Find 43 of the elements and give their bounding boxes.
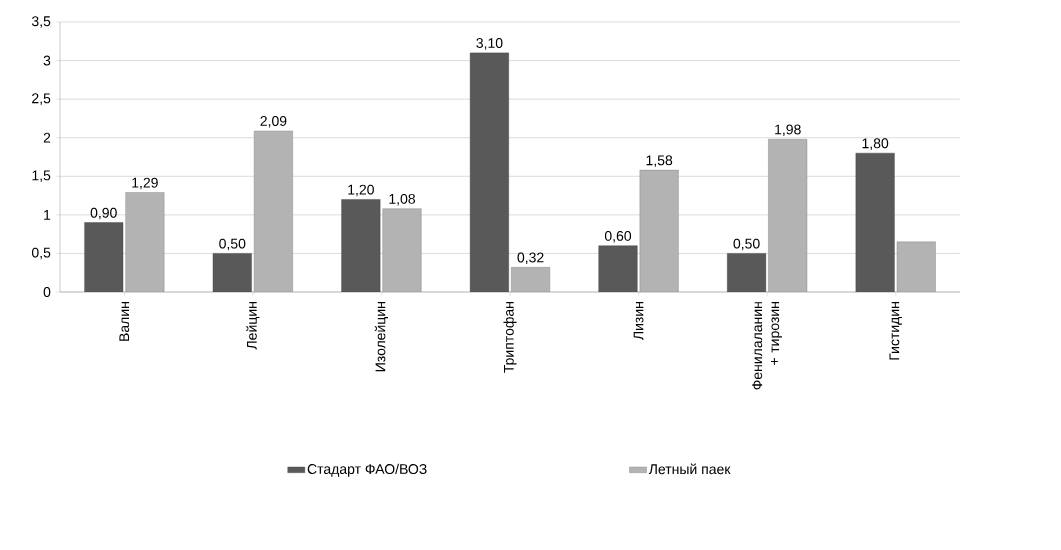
y-tick-label: 1 [44,210,51,220]
legend-label: Летный паек [648,463,731,475]
bar [84,222,124,293]
bar [896,241,936,293]
bar [341,199,381,293]
bar [768,139,808,293]
data-label: 0,50 [733,238,760,251]
data-label: 0,90 [90,207,117,220]
bar [125,192,165,293]
x-tick-label: Фенилаланин + тирозин [752,302,782,390]
y-tick-label: 2,5 [32,93,51,105]
bar [469,52,509,293]
data-label: 1,08 [389,193,416,206]
y-tick-label: 0 [43,287,51,297]
x-tick-label: Гистидин [889,302,902,360]
x-tick-label: Триптофан [503,302,517,373]
bar [855,152,895,293]
bar [212,253,252,293]
bar [382,208,422,293]
data-label: 0,32 [517,252,544,265]
y-tick-label: 1,5 [32,170,51,182]
data-label: 0,50 [219,238,246,251]
legend-label: Стадарт ФАО/ВОЗ [307,463,427,477]
bar [639,169,679,293]
bar [727,253,767,293]
y-tick-label: 2 [43,132,51,143]
x-tick-label: Изолейцин [374,302,389,372]
data-label: 1,29 [132,177,158,190]
data-label: 2,09 [260,116,287,128]
data-label: 1,80 [862,138,889,150]
data-label: 0,60 [604,230,632,243]
data-label: 1,58 [646,155,673,167]
x-tick-label: Валин [119,302,130,341]
data-label: 1,98 [775,124,801,137]
x-tick-label: Лейцин [246,302,260,350]
data-label: 1,20 [348,184,374,197]
bar [253,130,293,293]
y-tick-label: 3 [43,55,51,66]
x-tick-label: Лизин [633,302,644,340]
y-tick-label: 3,5 [31,16,51,28]
data-label: 3,10 [476,38,503,50]
bar [598,245,638,293]
y-tick-label: 0,5 [31,247,51,260]
